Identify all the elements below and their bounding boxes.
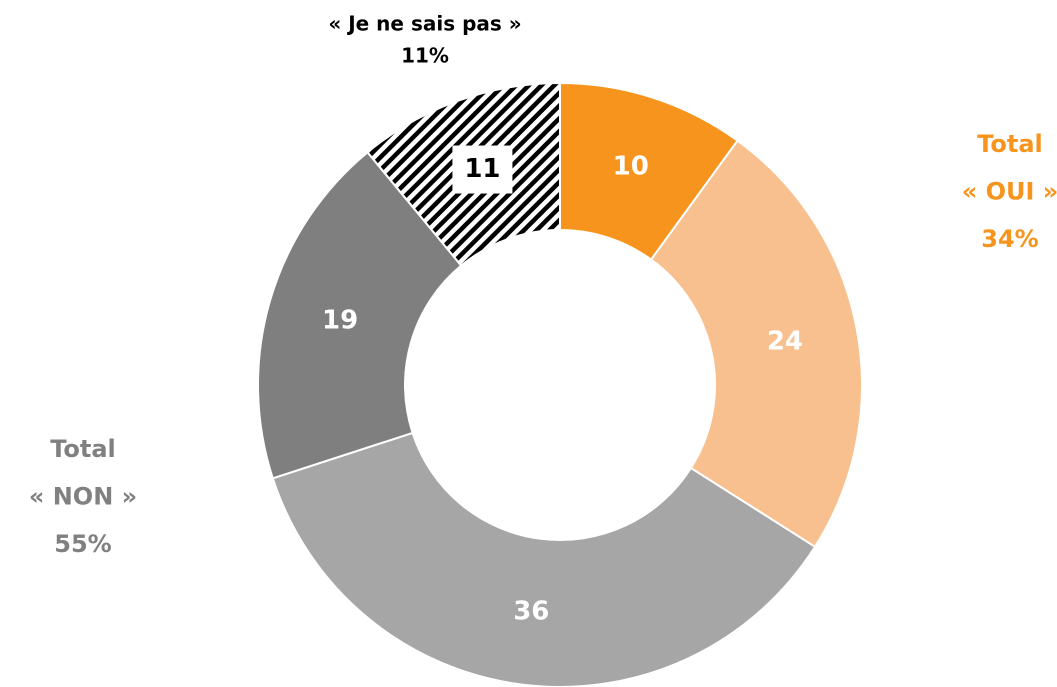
value-label: 24 — [767, 327, 803, 357]
annotation: « NON » — [29, 483, 137, 511]
value-label: 10 — [613, 152, 649, 182]
value-label: 36 — [513, 597, 549, 627]
annotation: 11% — [401, 44, 449, 68]
annotation: Total — [977, 130, 1043, 158]
value-label-box — [452, 145, 513, 194]
annotation: Total — [50, 435, 116, 463]
value-label: 11 — [464, 154, 500, 184]
annotation: « OUI » — [962, 178, 1057, 206]
annotation: « Je ne sais pas » — [328, 12, 521, 36]
annotation: 34% — [981, 225, 1038, 253]
donut-segment — [271, 431, 817, 687]
value-label: 19 — [322, 306, 358, 336]
donut-segment — [257, 150, 463, 480]
annotation: 55% — [54, 530, 111, 558]
donut-segment — [649, 139, 863, 549]
